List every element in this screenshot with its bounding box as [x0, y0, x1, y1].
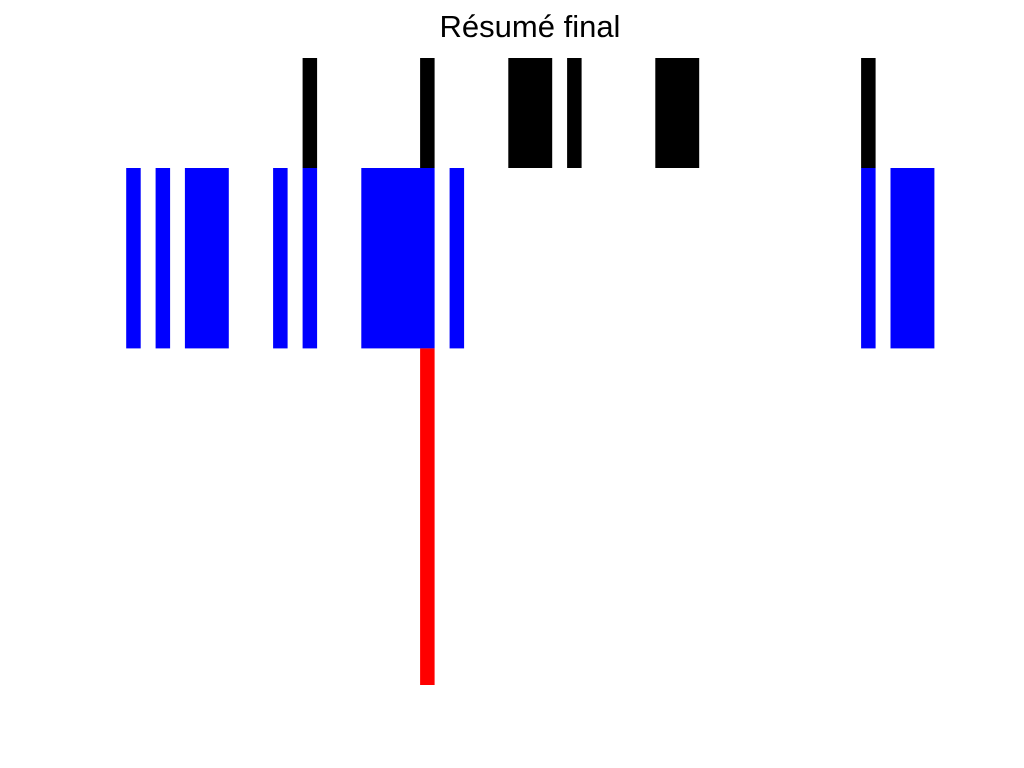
- bar-row2-2: [155, 168, 171, 349]
- bar-row2-6: [361, 168, 435, 349]
- bar-row1-2: [420, 58, 435, 168]
- bar-row1-3: [508, 58, 553, 168]
- bar-row2-5: [302, 168, 318, 349]
- bar-row1-1: [302, 58, 318, 168]
- bar-row1-6: [861, 58, 876, 168]
- bar-row2-7: [449, 168, 465, 349]
- bar-row2-3: [184, 168, 229, 349]
- chart-title: Résumé final: [439, 9, 621, 44]
- bar-row2-1: [126, 168, 141, 349]
- bar-row2-8: [861, 168, 876, 349]
- bar-row1-5: [655, 58, 700, 168]
- bar-row2-4: [273, 168, 288, 349]
- bar-row2-9: [890, 168, 935, 349]
- bar-row3-1: [420, 348, 435, 685]
- bar-row1-4: [567, 58, 582, 168]
- chart-marks: [126, 58, 935, 685]
